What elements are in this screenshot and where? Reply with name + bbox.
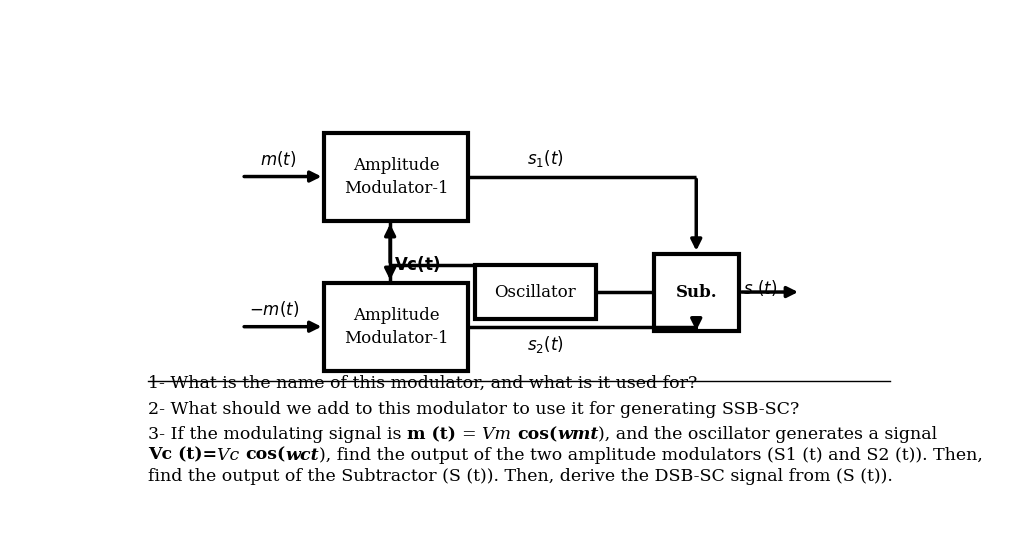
Text: 1- What is the name of this modulator, and what is it used for?: 1- What is the name of this modulator, a… bbox=[148, 375, 698, 392]
Text: cos(: cos( bbox=[245, 447, 286, 464]
Text: Vc (t)=: Vc (t)= bbox=[148, 447, 218, 464]
Text: $m(t)$: $m(t)$ bbox=[259, 149, 296, 169]
Text: Amplitude
Modulator-1: Amplitude Modulator-1 bbox=[343, 157, 448, 197]
Text: $s_1(t)$: $s_1(t)$ bbox=[527, 148, 563, 169]
Text: Sub.: Sub. bbox=[676, 283, 717, 301]
Text: Oscillator: Oscillator bbox=[494, 283, 576, 301]
Text: Vc: Vc bbox=[218, 447, 245, 464]
Text: wct: wct bbox=[286, 447, 319, 464]
Text: find the output of the Subtractor (S (t)). Then, derive the DSB-SC signal from (: find the output of the Subtractor (S (t)… bbox=[148, 468, 893, 484]
Bar bbox=[653, 254, 738, 330]
Text: $\mathbf{Vc(t)}$: $\mathbf{Vc(t)}$ bbox=[394, 254, 441, 273]
Text: $s\ (t)$: $s\ (t)$ bbox=[743, 278, 777, 298]
Bar bbox=[324, 283, 468, 371]
Text: m (t): m (t) bbox=[407, 426, 462, 443]
Text: =: = bbox=[462, 426, 482, 443]
Text: 3- If the modulating signal is: 3- If the modulating signal is bbox=[148, 426, 407, 443]
Bar bbox=[475, 265, 596, 319]
Bar bbox=[324, 133, 468, 221]
Text: 2- What should we add to this modulator to use it for generating SSB-SC?: 2- What should we add to this modulator … bbox=[148, 400, 799, 418]
Text: Vm: Vm bbox=[482, 426, 517, 443]
Text: wmt: wmt bbox=[557, 426, 599, 443]
Text: ), and the oscillator generates a signal: ), and the oscillator generates a signal bbox=[599, 426, 938, 443]
Text: $s_2(t)$: $s_2(t)$ bbox=[527, 334, 563, 356]
Text: $-m(t)$: $-m(t)$ bbox=[249, 299, 299, 319]
Text: ), find the output of the two amplitude modulators (S1 (t) and S2 (t)). Then,: ), find the output of the two amplitude … bbox=[319, 447, 983, 464]
Text: cos(: cos( bbox=[517, 426, 557, 443]
Text: Amplitude
Modulator-1: Amplitude Modulator-1 bbox=[343, 307, 448, 347]
